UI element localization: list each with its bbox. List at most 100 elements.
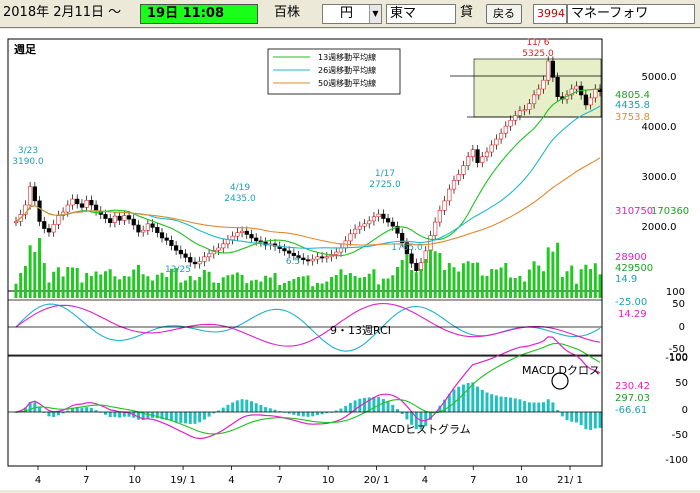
volume-bar — [574, 283, 578, 298]
volume-bar — [306, 275, 310, 298]
candlestick — [23, 204, 28, 215]
volume-bar — [466, 261, 470, 298]
candlestick — [508, 119, 513, 127]
currency-value: 円 — [339, 6, 353, 21]
x-tick-label: 10 — [515, 475, 528, 486]
candlestick — [555, 76, 560, 97]
candlestick — [574, 85, 579, 90]
volume-bar — [447, 263, 451, 298]
volume-bar — [391, 275, 395, 298]
candlestick — [155, 227, 160, 233]
x-tick-label: 20/ 1 — [364, 475, 390, 486]
macd-histogram-bar — [75, 407, 79, 412]
candlestick — [117, 215, 122, 221]
volume-bar — [221, 277, 225, 298]
macd-histogram-bar — [33, 402, 37, 412]
volume-bar — [28, 245, 32, 298]
macd-histogram-bar — [278, 411, 282, 412]
macd-histogram-bar — [334, 410, 338, 412]
date-time-field[interactable]: 19日 11:08 — [140, 4, 258, 24]
macd-histogram-bar — [141, 412, 145, 421]
legend-label-ma26: 26週移動平均線 — [318, 65, 376, 75]
candlestick — [414, 262, 419, 271]
macd-y-tick: 50 — [675, 378, 688, 389]
macd-histogram-bar — [565, 412, 569, 421]
macd-histogram-bar — [461, 384, 465, 412]
candlestick — [409, 253, 414, 264]
macd-histogram-bar — [570, 412, 574, 422]
candlestick — [593, 88, 598, 99]
macd-histogram-bar — [372, 396, 376, 412]
macd-panel-title: MACDヒストグラム — [372, 422, 471, 436]
macd-histogram-bar — [38, 407, 42, 412]
candlestick — [324, 256, 329, 259]
macd-histogram-bar — [405, 412, 409, 420]
volume-value-label: 170360 — [651, 206, 689, 217]
macd-histogram-bar — [155, 412, 159, 419]
macd-y-tick: -100 — [665, 455, 688, 466]
volume-bar — [122, 276, 126, 298]
market-field[interactable]: 東マ — [386, 4, 456, 24]
macd-histogram-bar — [94, 410, 98, 412]
stock-name-field[interactable]: マネーフォワ — [567, 4, 695, 24]
candlestick — [28, 186, 33, 206]
macd-histogram-bar — [395, 409, 399, 412]
ma26-value-label: 4435.8 — [615, 100, 650, 111]
chart-area: 週足 5000.0 4000.0 3000.0 2000.0 13週移動平均線 … — [0, 29, 700, 490]
volume-bar — [226, 275, 230, 298]
volume-bar — [33, 252, 37, 298]
macd-histogram-bar — [297, 412, 301, 416]
volume-bar — [188, 276, 192, 298]
candlestick — [70, 198, 75, 206]
volume-bar — [231, 274, 235, 298]
candlestick — [489, 144, 494, 153]
candlestick — [310, 258, 315, 262]
rci-y-tick: 0 — [679, 322, 685, 333]
macd-histogram-bar — [598, 412, 602, 428]
macd-histogram-bar — [414, 412, 418, 430]
volume-bar — [184, 280, 188, 298]
chevron-down-icon[interactable]: ▼ — [369, 5, 381, 23]
volume-bar — [584, 264, 588, 298]
macd-histogram-bar — [363, 397, 367, 412]
peak-date-label: 11/ 6 — [526, 38, 549, 48]
candlestick — [282, 248, 287, 252]
volume-bar — [348, 273, 352, 298]
volume-bar — [593, 263, 597, 298]
volume-bar — [320, 283, 324, 298]
candlestick — [503, 125, 508, 134]
x-tick-label: 7 — [83, 475, 89, 486]
volume-value-label: 429500 — [615, 263, 653, 274]
macd-histogram-bar — [348, 402, 352, 412]
macd-histogram-bar — [174, 412, 178, 423]
candlestick — [75, 198, 80, 205]
volume-bar — [254, 279, 258, 298]
stock-code-field[interactable]: 3994 — [533, 4, 567, 24]
candlestick — [400, 232, 405, 243]
candlestick — [254, 237, 259, 242]
candlestick — [56, 215, 61, 225]
candlestick — [93, 204, 99, 212]
volume-bar — [264, 275, 268, 298]
date-range-label: 2018年 2月11日 ～ — [3, 5, 122, 20]
candlestick — [46, 228, 52, 233]
volume-bar — [556, 242, 560, 298]
volume-bar — [438, 253, 442, 298]
volume-bar — [400, 260, 404, 298]
candlestick — [494, 138, 499, 146]
macd-cross-annotation: MACD Dクロス — [522, 364, 600, 377]
currency-select[interactable]: 円 ▼ — [322, 4, 382, 24]
volume-bar — [344, 275, 348, 298]
candlestick — [385, 218, 391, 223]
macd-histogram-bar — [386, 401, 390, 412]
macd-histogram-bar — [551, 402, 555, 412]
volume-bar — [485, 276, 489, 298]
back-button[interactable]: 戻る — [486, 4, 522, 24]
volume-bar — [146, 276, 150, 298]
volume-bar — [89, 276, 93, 298]
volume-bar — [273, 273, 277, 298]
macd-histogram-bar — [245, 399, 249, 412]
trough-date-label: 12/25 — [165, 265, 191, 275]
candlestick — [89, 199, 94, 206]
macd-histogram-bar — [499, 396, 503, 412]
